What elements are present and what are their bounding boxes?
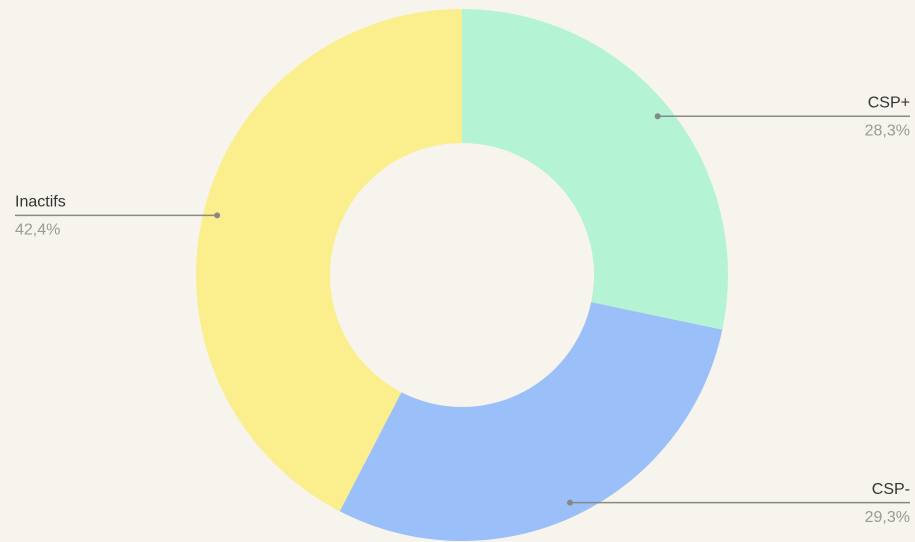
- slice-value: 42,4%: [15, 222, 60, 239]
- slice-name: Inactifs: [15, 194, 66, 211]
- slice-name: CSP-: [872, 481, 910, 498]
- slice-name: CSP+: [868, 94, 910, 111]
- leader-dot: [214, 212, 221, 219]
- donut-slice: [339, 302, 723, 541]
- leader-dot: [654, 113, 661, 120]
- slice-value: 29,3%: [865, 509, 910, 526]
- donut-slice: [196, 9, 463, 512]
- leader-dot: [567, 499, 574, 506]
- slice-value: 28,3%: [865, 122, 910, 139]
- donut-slice: [462, 9, 728, 330]
